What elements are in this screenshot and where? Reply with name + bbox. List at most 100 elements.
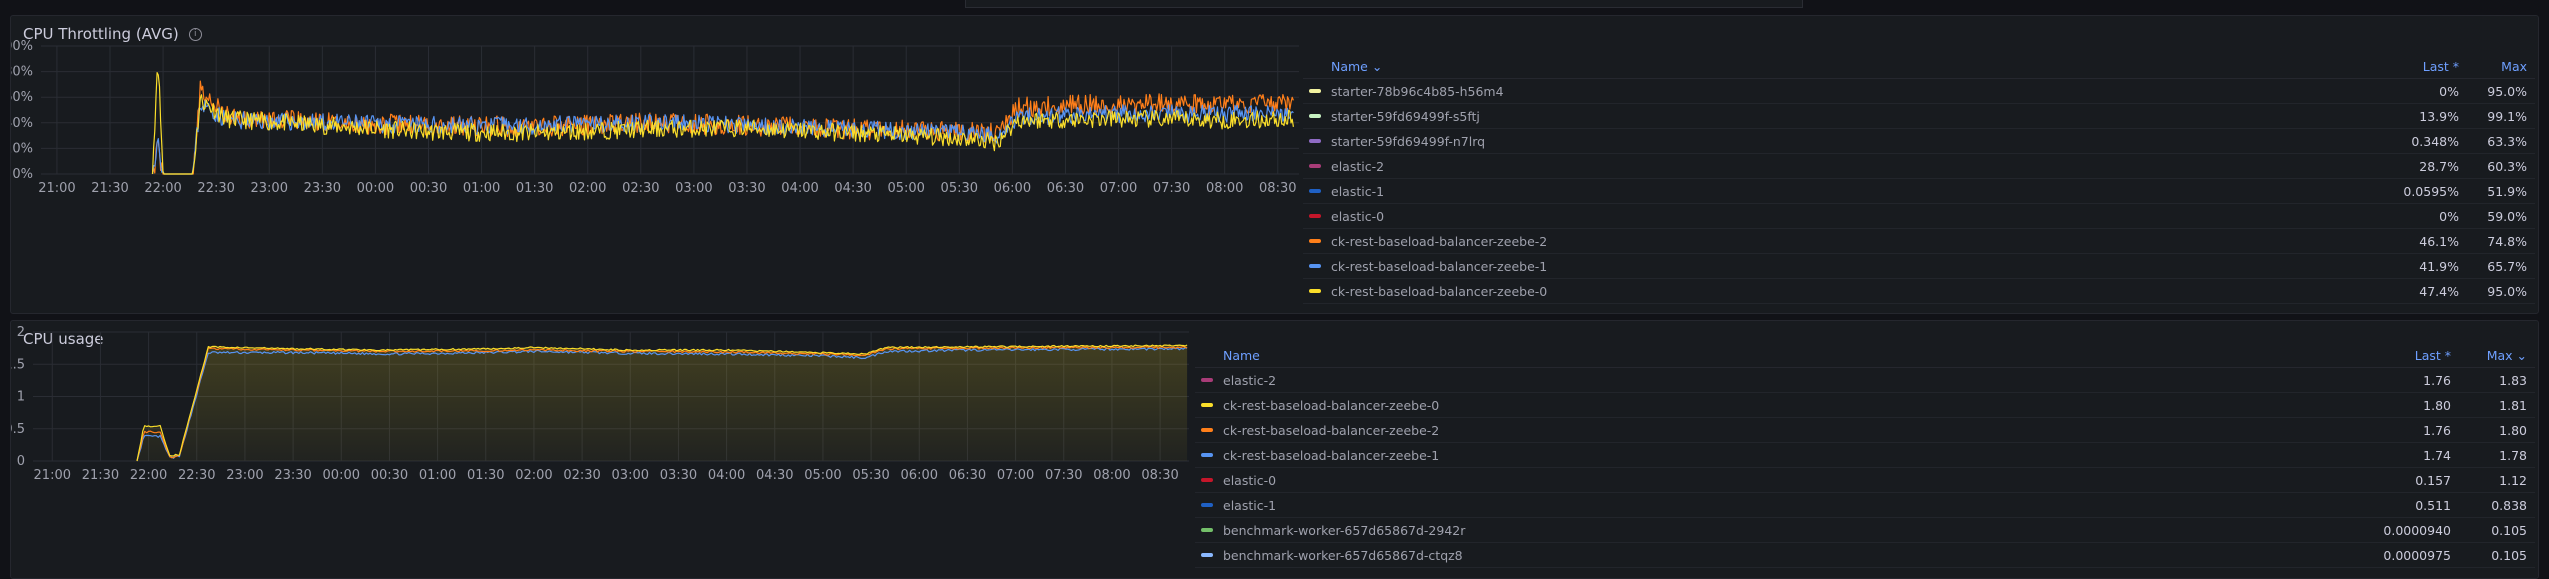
x-tick-label: 06:30 bbox=[949, 468, 986, 483]
panel-title-row: CPU usage bbox=[23, 330, 104, 348]
legend-max-value: 0.838 bbox=[2491, 497, 2527, 513]
legend-series-name: elastic-0 bbox=[1223, 472, 1277, 488]
x-tick-label: 07:30 bbox=[1045, 468, 1082, 483]
legend-name-header[interactable]: Name bbox=[1223, 347, 1260, 363]
y-tick-label: 40% bbox=[11, 116, 33, 131]
x-tick-label: 04:30 bbox=[834, 181, 871, 196]
area-fill bbox=[137, 345, 1188, 461]
legend-row[interactable]: elastic-0 0.157 1.12 bbox=[1195, 468, 2535, 493]
series-color-swatch bbox=[1309, 114, 1321, 118]
series-color-swatch bbox=[1309, 189, 1321, 193]
legend-row[interactable]: ck-rest-baseload-balancer-zeebe-0 1.80 1.8… bbox=[1195, 393, 2535, 418]
legend-last-value: 0.157 bbox=[2415, 472, 2451, 488]
legend-series-name: starter-78b96c4b85-h56m4 bbox=[1331, 83, 1504, 99]
legend-row[interactable]: starter-78b96c4b85-h56m4 0% 95.0% bbox=[1303, 79, 2535, 104]
y-tick-label: 1 bbox=[17, 390, 25, 405]
legend-series-name: elastic-2 bbox=[1331, 158, 1385, 174]
series-line bbox=[151, 100, 1294, 175]
legend-row[interactable]: ck-rest-baseload-balancer-zeebe-0 47.4% 95… bbox=[1303, 279, 2535, 304]
info-icon[interactable]: i bbox=[188, 27, 202, 41]
legend-row[interactable]: benchmark-worker-657d65867d-2942r 0.00009… bbox=[1195, 518, 2535, 543]
x-tick-label: 23:30 bbox=[304, 181, 341, 196]
legend-series-name: ck-rest-baseload-balancer-zeebe-1 bbox=[1331, 258, 1548, 274]
legend-series-name: ck-rest-baseload-balancer-zeebe-2 bbox=[1331, 233, 1548, 249]
cpu-usage-chart[interactable]: 0 0.5 1 1.5 2 21:00 21:30 22:00 22:30 23:00 23:30 0… bbox=[11, 321, 1191, 578]
x-tick-label: 21:00 bbox=[34, 468, 71, 483]
legend-series-name: elastic-1 bbox=[1223, 497, 1277, 513]
legend-row[interactable]: starter-59fd69499f-s5ftj 13.9% 99.1% bbox=[1303, 104, 2535, 129]
legend-series-name: elastic-0 bbox=[1331, 208, 1385, 224]
x-tick-label: 00:30 bbox=[410, 181, 447, 196]
x-tick-label: 08:00 bbox=[1206, 181, 1243, 196]
legend-last-value: 46.1% bbox=[2419, 233, 2459, 249]
legend-row[interactable]: ck-rest-baseload-balancer-zeebe-1 41.9% 65… bbox=[1303, 254, 2535, 279]
legend-row[interactable]: ck-rest-baseload-balancer-zeebe-2 46.1% 74… bbox=[1303, 229, 2535, 254]
legend-last-value: 28.7% bbox=[2419, 158, 2459, 174]
y-tick-label: 60% bbox=[11, 90, 33, 105]
series-color-swatch bbox=[1309, 139, 1321, 143]
legend-max-value: 0.105 bbox=[2491, 522, 2527, 538]
panel-title: CPU usage bbox=[23, 330, 104, 348]
legend-row[interactable]: ck-rest-baseload-balancer-zeebe-2 1.76 1.8… bbox=[1195, 418, 2535, 443]
legend-series-name: starter-59fd69499f-n7lrq bbox=[1331, 133, 1486, 149]
legend-row[interactable]: benchmark-worker-657d65867d-ctqz8 0.00009… bbox=[1195, 543, 2535, 568]
legend-max-value: 51.9% bbox=[2487, 183, 2527, 199]
cpu-usage-legend: Name Last * Max ⌄ elastic-2 1.76 1.83 ck-re… bbox=[1195, 343, 2535, 577]
y-tick-label: 20% bbox=[11, 141, 33, 156]
x-tick-label: 05:30 bbox=[852, 468, 889, 483]
x-tick-label: 01:30 bbox=[467, 468, 504, 483]
legend-last-value: 0.0000940 bbox=[2383, 522, 2451, 538]
legend-row[interactable]: starter-59fd69499f-n7lrq 0.348% 63.3% bbox=[1303, 129, 2535, 154]
legend-max-value: 0.105 bbox=[2491, 547, 2527, 563]
legend-last-value: 0.0595% bbox=[2403, 183, 2459, 199]
legend-row[interactable]: elastic-2 1.76 1.83 bbox=[1195, 368, 2535, 393]
legend-last-value: 0.348% bbox=[2411, 133, 2459, 149]
legend-max-value: 95.0% bbox=[2487, 283, 2527, 299]
y-tick-label: 80% bbox=[11, 65, 33, 80]
legend-max-value: 63.3% bbox=[2487, 133, 2527, 149]
legend-row[interactable]: elastic-1 0.511 0.838 bbox=[1195, 493, 2535, 518]
x-tick-label: 05:30 bbox=[941, 181, 978, 196]
legend-last-value: 0.0000975 bbox=[2383, 547, 2451, 563]
x-tick-label: 06:00 bbox=[994, 181, 1031, 196]
y-tick-label: 100% bbox=[11, 39, 33, 54]
legend-series-name: benchmark-worker-657d65867d-2942r bbox=[1223, 522, 1466, 538]
legend-max-header[interactable]: Max bbox=[2501, 58, 2527, 74]
x-tick-label: 05:00 bbox=[804, 468, 841, 483]
x-tick-label: 06:00 bbox=[901, 468, 938, 483]
legend-max-value: 1.80 bbox=[2499, 422, 2527, 438]
x-tick-label: 02:30 bbox=[563, 468, 600, 483]
series-color-swatch bbox=[1309, 239, 1321, 243]
x-tick-label: 23:00 bbox=[226, 468, 263, 483]
legend-last-header[interactable]: Last * bbox=[2422, 58, 2459, 74]
x-tick-label: 01:30 bbox=[516, 181, 553, 196]
x-tick-label: 02:00 bbox=[569, 181, 606, 196]
legend-max-value: 60.3% bbox=[2487, 158, 2527, 174]
cpu-throttling-chart[interactable]: 0% 20% 40% 60% 80% 100% 21:00 21:30 22:00 22:30 23… bbox=[11, 16, 1301, 313]
legend-row[interactable]: elastic-1 0.0595% 51.9% bbox=[1303, 179, 2535, 204]
legend-series-name: ck-rest-baseload-balancer-zeebe-2 bbox=[1223, 422, 1440, 438]
legend-max-header[interactable]: Max ⌄ bbox=[2486, 347, 2527, 363]
x-tick-label: 03:00 bbox=[675, 181, 712, 196]
legend-series-name: ck-rest-baseload-balancer-zeebe-1 bbox=[1223, 447, 1440, 463]
panel-title: CPU Throttling (AVG) bbox=[23, 25, 179, 43]
legend-max-value: 95.0% bbox=[2487, 83, 2527, 99]
legend-row[interactable]: ck-rest-baseload-balancer-zeebe-1 1.74 1.7… bbox=[1195, 443, 2535, 468]
cpu-throttling-legend: Name ⌄ Last * Max starter-78b96c4b85-h56… bbox=[1303, 54, 2535, 312]
x-tick-label: 21:00 bbox=[38, 181, 75, 196]
series-color-swatch bbox=[1201, 403, 1213, 407]
x-tick-label: 21:30 bbox=[82, 468, 119, 483]
legend-row[interactable]: elastic-0 0% 59.0% bbox=[1303, 204, 2535, 229]
y-tick-label: 2 bbox=[17, 325, 25, 340]
legend-max-value: 65.7% bbox=[2487, 258, 2527, 274]
series-color-swatch bbox=[1201, 503, 1213, 507]
legend-max-value: 1.78 bbox=[2499, 447, 2527, 463]
legend-row[interactable]: elastic-2 28.7% 60.3% bbox=[1303, 154, 2535, 179]
series-color-swatch bbox=[1201, 453, 1213, 457]
top-panel-stub bbox=[965, 0, 1803, 8]
legend-name-header[interactable]: Name ⌄ bbox=[1331, 58, 1383, 74]
x-tick-label: 23:30 bbox=[274, 468, 311, 483]
panel-title-row: CPU Throttling (AVG) i bbox=[23, 25, 202, 43]
legend-last-header[interactable]: Last * bbox=[2414, 347, 2451, 363]
x-tick-label: 22:00 bbox=[130, 468, 167, 483]
